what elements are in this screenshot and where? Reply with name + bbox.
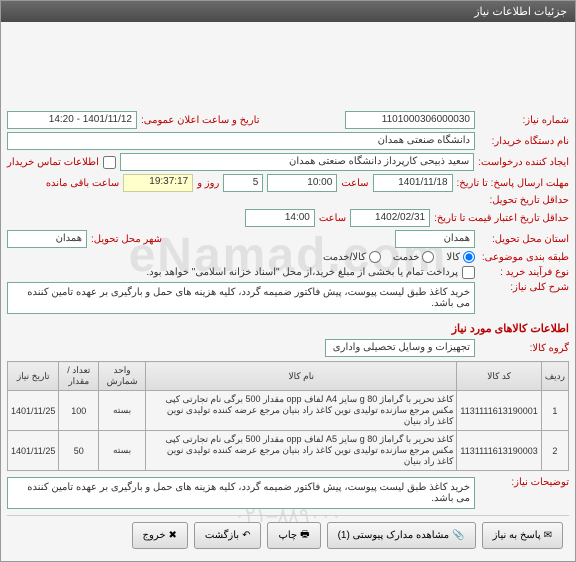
desc-field[interactable]: خرید کاغذ طبق لیست پیوست، پیش فاکتور ضمی… xyxy=(7,282,475,314)
radio-both[interactable] xyxy=(369,251,381,263)
back-button[interactable]: ↶بازگشت xyxy=(194,522,262,549)
docs-label: مشاهده مدارک پیوستی (1) xyxy=(338,530,450,541)
goods-section-title: اطلاعات کالاهای مورد نیاز xyxy=(7,322,569,335)
table-cell: کاغذ تحریر با گراماژ 80 g سایز A5 لفاف o… xyxy=(146,431,457,471)
table-header: واحد شمارش xyxy=(99,362,146,391)
deadline-time-field[interactable]: 10:00 xyxy=(267,174,337,192)
validity-label: حداقل تاریخ اعتبار قیمت تا تاریخ: xyxy=(434,213,569,224)
table-cell: 1131111613190003 xyxy=(457,431,541,471)
table-cell: کاغذ تحریر با گراماژ 80 g سایز A4 لفاف o… xyxy=(146,391,457,431)
group-field[interactable]: تجهیزات و وسایل تحصیلی واداری xyxy=(325,339,475,357)
reply-label: پاسخ به نیاز xyxy=(493,530,541,541)
buyer-field[interactable]: دانشگاه صنعتی همدان xyxy=(7,132,475,150)
exit-icon: ✖ xyxy=(169,530,177,541)
process-cb-label: پرداخت تمام یا بخشی از مبلغ خرید،از محل … xyxy=(146,267,458,278)
time-label-1: ساعت xyxy=(341,178,368,189)
radio-both-label: کالا/خدمت xyxy=(323,252,366,263)
table-header: تاریخ نیاز xyxy=(8,362,59,391)
province-field[interactable]: همدان xyxy=(395,230,475,248)
need-no-label: شماره نیاز: xyxy=(479,115,569,126)
reply-icon: ✉ xyxy=(544,530,552,541)
button-bar: ✉پاسخ به نیاز 📎مشاهده مدارک پیوستی (1) 🖶… xyxy=(7,515,569,555)
validity-date-field[interactable]: 1402/02/31 xyxy=(350,209,430,227)
contact-label: اطلاعات تماس خریدار xyxy=(7,157,99,168)
city-field[interactable]: همدان xyxy=(7,230,87,248)
print-button[interactable]: 🖶چاپ xyxy=(267,522,320,549)
days-label: روز و xyxy=(197,178,219,189)
radio-goods-label: کالا xyxy=(446,252,460,263)
notes-field[interactable]: خرید کاغذ طبق لیست پیوست، پیش فاکتور ضمی… xyxy=(7,477,475,509)
print-icon: 🖶 xyxy=(300,527,309,544)
table-cell: 1401/11/25 xyxy=(8,431,59,471)
days-field[interactable]: 5 xyxy=(223,174,263,192)
titlebar: جزئیات اطلاعات نیاز xyxy=(1,1,575,22)
need-no-field[interactable]: 1101000306000030 xyxy=(345,111,475,129)
class-radio-group: کالا خدمت کالا/خدمت xyxy=(323,251,475,263)
table-cell: بسته xyxy=(99,431,146,471)
timer-field: 19:37:17 xyxy=(123,174,193,192)
table-header: ردیف xyxy=(541,362,568,391)
process-label: نوع فرآیند خرید : xyxy=(479,267,569,278)
table-cell: 50 xyxy=(59,431,99,471)
table-row[interactable]: 21131111613190003کاغذ تحریر با گراماژ 80… xyxy=(8,431,569,471)
buyer-label: نام دستگاه خریدار: xyxy=(479,136,569,147)
table-cell: 2 xyxy=(541,431,568,471)
requester-label: ایجاد کننده درخواست: xyxy=(478,157,569,168)
process-checkbox[interactable] xyxy=(462,266,475,279)
back-label: بازگشت xyxy=(205,530,239,541)
docs-icon: 📎 xyxy=(452,530,464,541)
contact-checkbox[interactable] xyxy=(103,156,116,169)
back-icon: ↶ xyxy=(242,530,250,541)
print-label: چاپ xyxy=(278,530,297,541)
radio-service[interactable] xyxy=(422,251,434,263)
table-header: تعداد / مقدار xyxy=(59,362,99,391)
radio-goods[interactable] xyxy=(463,251,475,263)
docs-button[interactable]: 📎مشاهده مدارک پیوستی (1) xyxy=(327,522,476,549)
group-label: گروه کالا: xyxy=(479,343,569,354)
table-cell: 100 xyxy=(59,391,99,431)
reply-button[interactable]: ✉پاسخ به نیاز xyxy=(482,522,563,549)
reply-deadline-label: مهلت ارسال پاسخ: تا تاریخ: xyxy=(457,178,569,189)
table-cell: 1 xyxy=(541,391,568,431)
requester-field[interactable]: سعید ذبیحی کارپرداز دانشگاه صنعتی همدان xyxy=(120,153,474,171)
time-label-2: ساعت xyxy=(319,213,346,224)
table-cell: بسته xyxy=(99,391,146,431)
deadline-date-field[interactable]: 1401/11/18 xyxy=(373,174,453,192)
goods-table: ردیفکد کالانام کالاواحد شمارشتعداد / مقد… xyxy=(7,361,569,471)
announce-field[interactable]: 1401/11/12 - 14:20 xyxy=(7,111,137,129)
content: eNamad.com ۰۲۱–۸۸۹۰۰۰ شماره نیاز: 110100… xyxy=(1,22,575,561)
exit-button[interactable]: ✖خروج xyxy=(132,522,188,549)
city-label: شهر محل تحویل: xyxy=(91,234,162,245)
class-label: طبقه بندی موضوعی: xyxy=(479,252,569,263)
remaining-label: ساعت باقی مانده xyxy=(46,178,119,189)
province-label: استان محل تحویل: xyxy=(479,234,569,245)
table-row[interactable]: 11131111613190001کاغذ تحریر با گراماژ 80… xyxy=(8,391,569,431)
notes-label: توضیحات نیاز: xyxy=(479,477,569,488)
announce-label: تاریخ و ساعت اعلان عمومی: xyxy=(141,115,260,126)
desc-label: شرح کلی نیاز: xyxy=(479,282,569,293)
table-cell: 1131111613190001 xyxy=(457,391,541,431)
exit-label: خروج xyxy=(143,530,166,541)
radio-service-label: خدمت xyxy=(393,252,420,263)
table-cell: 1401/11/25 xyxy=(8,391,59,431)
table-header: کد کالا xyxy=(457,362,541,391)
deliver-deadline-label: حداقل تاریخ تحویل: xyxy=(479,195,569,206)
table-header: نام کالا xyxy=(146,362,457,391)
validity-time-field[interactable]: 14:00 xyxy=(245,209,315,227)
window: جزئیات اطلاعات نیاز eNamad.com ۰۲۱–۸۸۹۰۰… xyxy=(0,0,576,562)
